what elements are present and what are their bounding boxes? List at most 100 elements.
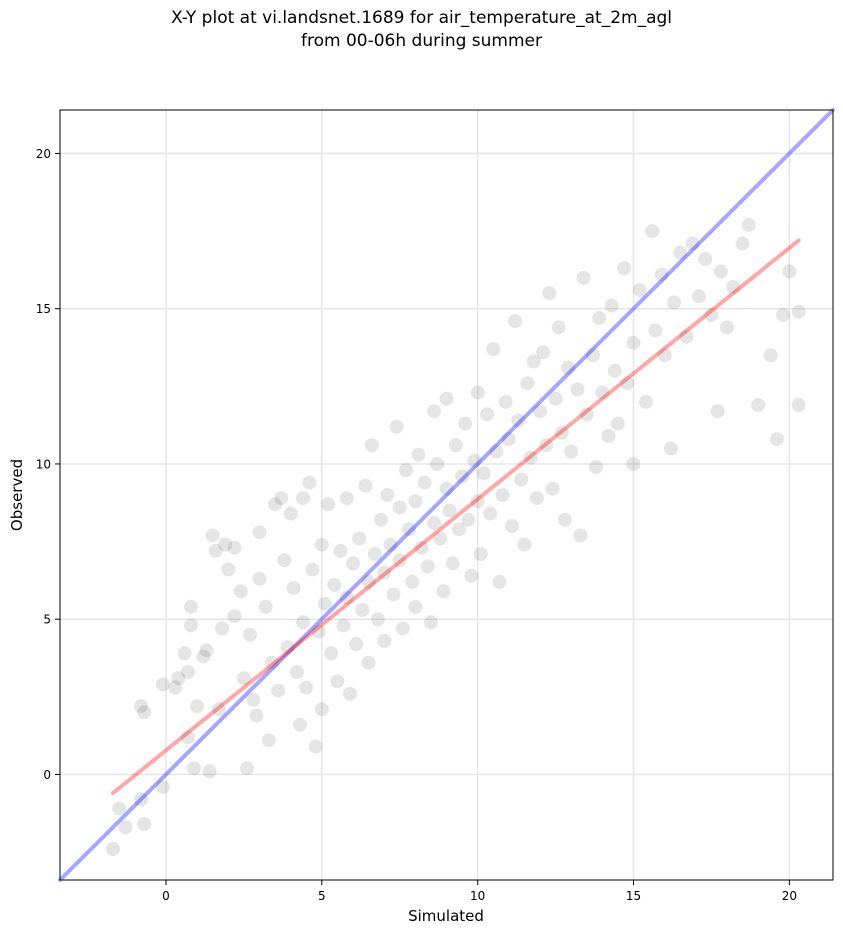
data-point	[517, 537, 532, 552]
data-point	[296, 615, 311, 630]
data-point	[187, 761, 201, 776]
data-point	[526, 354, 541, 369]
data-point	[349, 637, 364, 651]
data-point	[399, 463, 413, 478]
data-point	[654, 267, 669, 282]
data-point	[710, 404, 725, 419]
data-point	[576, 270, 591, 285]
data-point	[383, 537, 398, 552]
data-point	[663, 441, 678, 456]
data-point	[735, 236, 750, 251]
data-point	[782, 264, 797, 279]
data-point	[106, 842, 120, 856]
data-point	[183, 599, 198, 614]
data-point	[489, 444, 504, 459]
data-point	[168, 680, 183, 695]
data-point	[389, 419, 404, 434]
data-point	[427, 515, 441, 530]
data-point	[352, 531, 367, 546]
y-axis-label: Observed	[8, 459, 26, 531]
data-point	[402, 522, 417, 537]
fit-line	[110, 238, 801, 796]
data-point	[467, 453, 482, 468]
data-point	[564, 444, 579, 459]
data-point	[324, 646, 339, 661]
data-point	[713, 264, 728, 279]
data-point	[395, 621, 410, 636]
data-point	[358, 478, 373, 493]
data-point	[542, 286, 557, 301]
data-point	[685, 236, 700, 251]
data-point	[392, 553, 407, 568]
data-point	[539, 438, 554, 453]
data-point	[498, 394, 513, 409]
data-point	[476, 466, 491, 481]
data-point	[529, 491, 544, 506]
data-point	[557, 512, 572, 527]
data-point	[339, 491, 354, 506]
data-point	[610, 416, 625, 431]
data-point	[492, 574, 507, 589]
data-point	[258, 599, 273, 614]
data-point	[405, 574, 420, 589]
x-tick-label: 5	[318, 889, 326, 903]
data-point	[639, 394, 653, 409]
plot-frame	[59, 109, 834, 881]
data-point	[667, 295, 681, 310]
data-point	[196, 649, 211, 664]
data-point	[212, 702, 226, 717]
data-point	[698, 252, 713, 266]
data-point	[561, 360, 576, 375]
x-tick-label: 15	[626, 889, 641, 903]
chart-title: X-Y plot at vi.landsnet.1689 for air_tem…	[170, 8, 673, 28]
data-point	[367, 547, 382, 561]
data-point	[221, 562, 236, 577]
points-layer	[106, 217, 806, 856]
data-point	[364, 438, 379, 453]
data-point	[436, 584, 451, 599]
data-point	[495, 488, 510, 502]
data-point	[180, 730, 195, 745]
data-point	[268, 497, 283, 512]
data-point	[308, 739, 323, 754]
data-point	[604, 298, 619, 313]
y-tick-label: 15	[36, 302, 51, 316]
data-point	[423, 615, 438, 630]
data-point	[274, 491, 289, 506]
grid-layer	[60, 110, 833, 880]
data-point	[271, 683, 286, 698]
data-point	[483, 506, 498, 521]
data-point	[442, 503, 457, 518]
data-point	[317, 596, 332, 611]
data-point	[342, 686, 357, 701]
data-point	[411, 447, 426, 462]
data-point	[183, 618, 198, 633]
data-point	[791, 304, 806, 319]
data-point	[470, 385, 485, 400]
data-point	[190, 699, 205, 714]
data-point	[236, 671, 251, 686]
data-point	[586, 348, 600, 363]
data-point	[171, 671, 186, 686]
data-point	[573, 528, 588, 543]
data-point	[374, 512, 388, 527]
data-point	[505, 519, 519, 533]
y-tick-label: 5	[43, 613, 51, 627]
data-point	[414, 540, 429, 555]
data-point	[673, 245, 688, 260]
data-point	[277, 553, 292, 568]
data-point	[314, 537, 329, 552]
data-point	[134, 792, 148, 807]
data-point	[511, 413, 526, 428]
chart-subtitle: from 00-06h during summer	[301, 31, 542, 51]
data-point	[336, 618, 351, 633]
x-tick-label: 0	[162, 889, 170, 903]
data-point	[327, 578, 342, 592]
x-axis-label: Simulated	[408, 907, 484, 925]
data-point	[377, 633, 392, 648]
data-point	[227, 609, 242, 624]
data-point	[470, 494, 485, 509]
data-point	[346, 556, 360, 571]
data-point	[246, 692, 261, 707]
